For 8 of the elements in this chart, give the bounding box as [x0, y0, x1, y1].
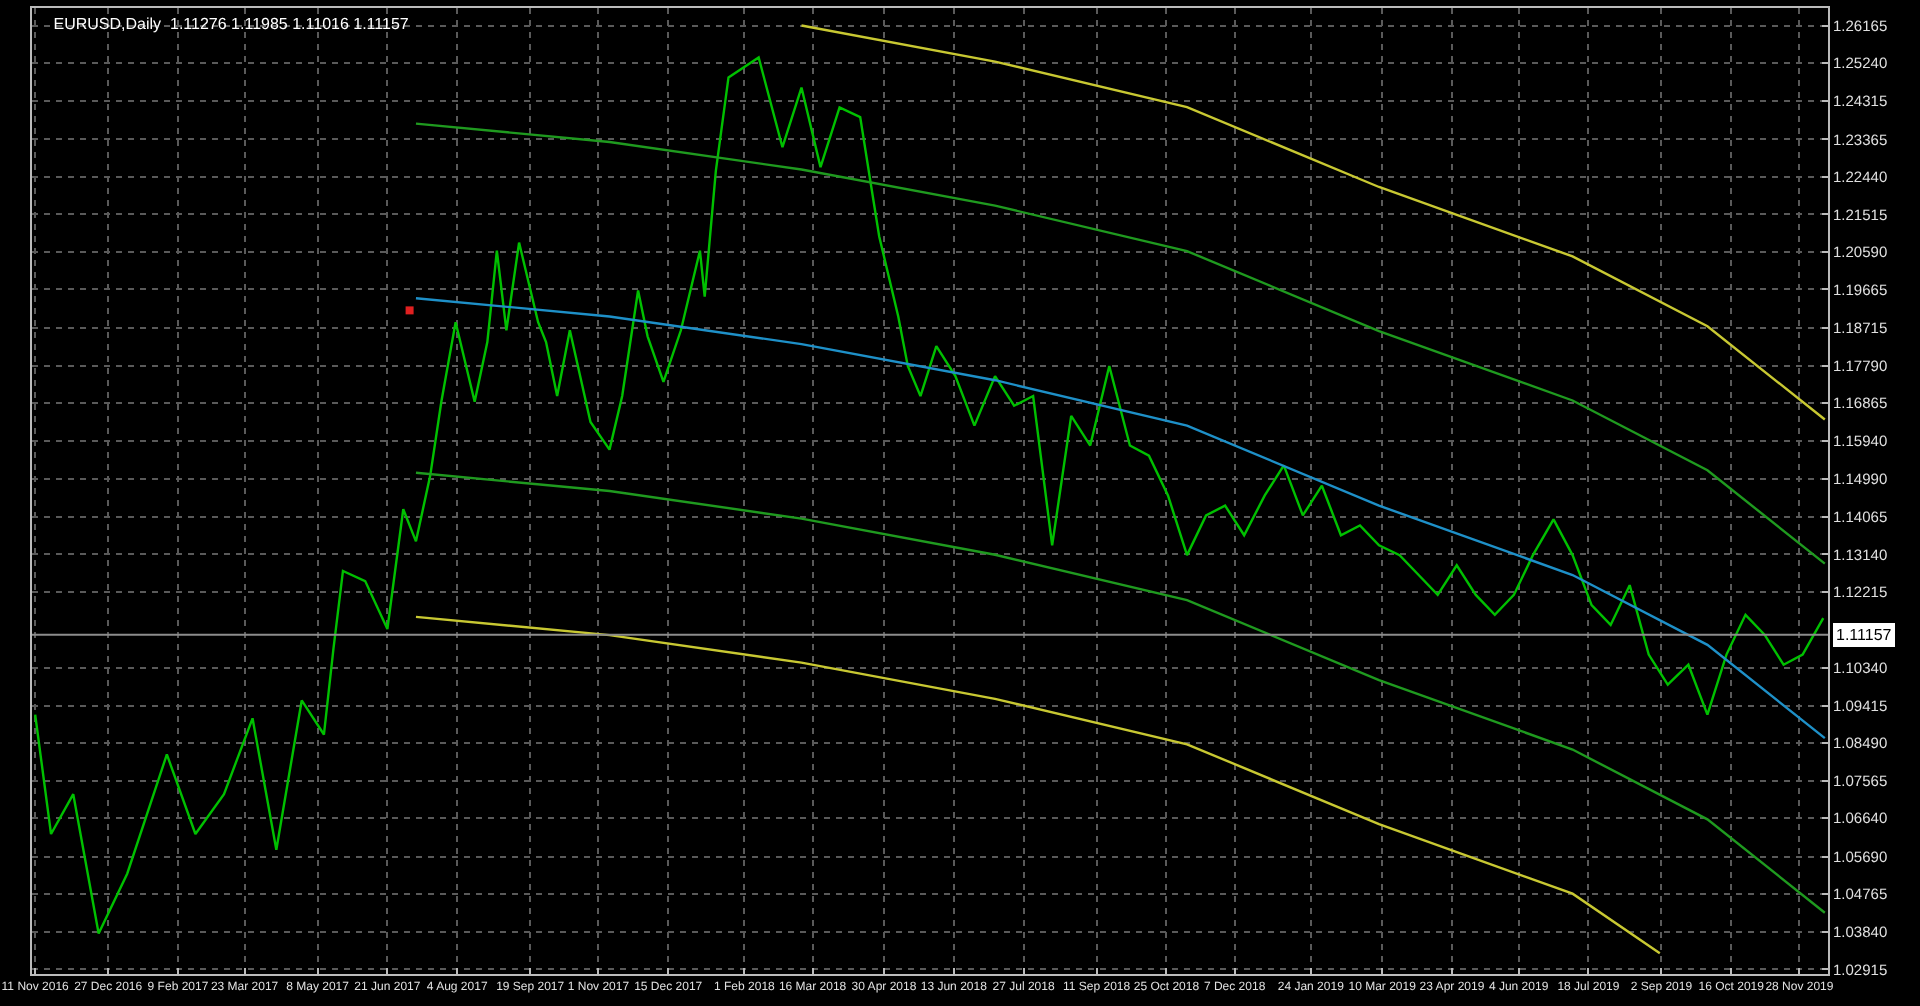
- ref-line-label: 1.11157: [1836, 626, 1893, 644]
- line-series: [414, 615, 1662, 955]
- line-series: [33, 56, 1825, 935]
- line-series: [414, 122, 1827, 565]
- line-series: [414, 297, 1827, 740]
- line-series: [414, 471, 1827, 914]
- text: EURUSD,Daily 1.11276 1.11985 1.11016 1.11157: [53, 15, 410, 34]
- line-series: [800, 24, 1827, 421]
